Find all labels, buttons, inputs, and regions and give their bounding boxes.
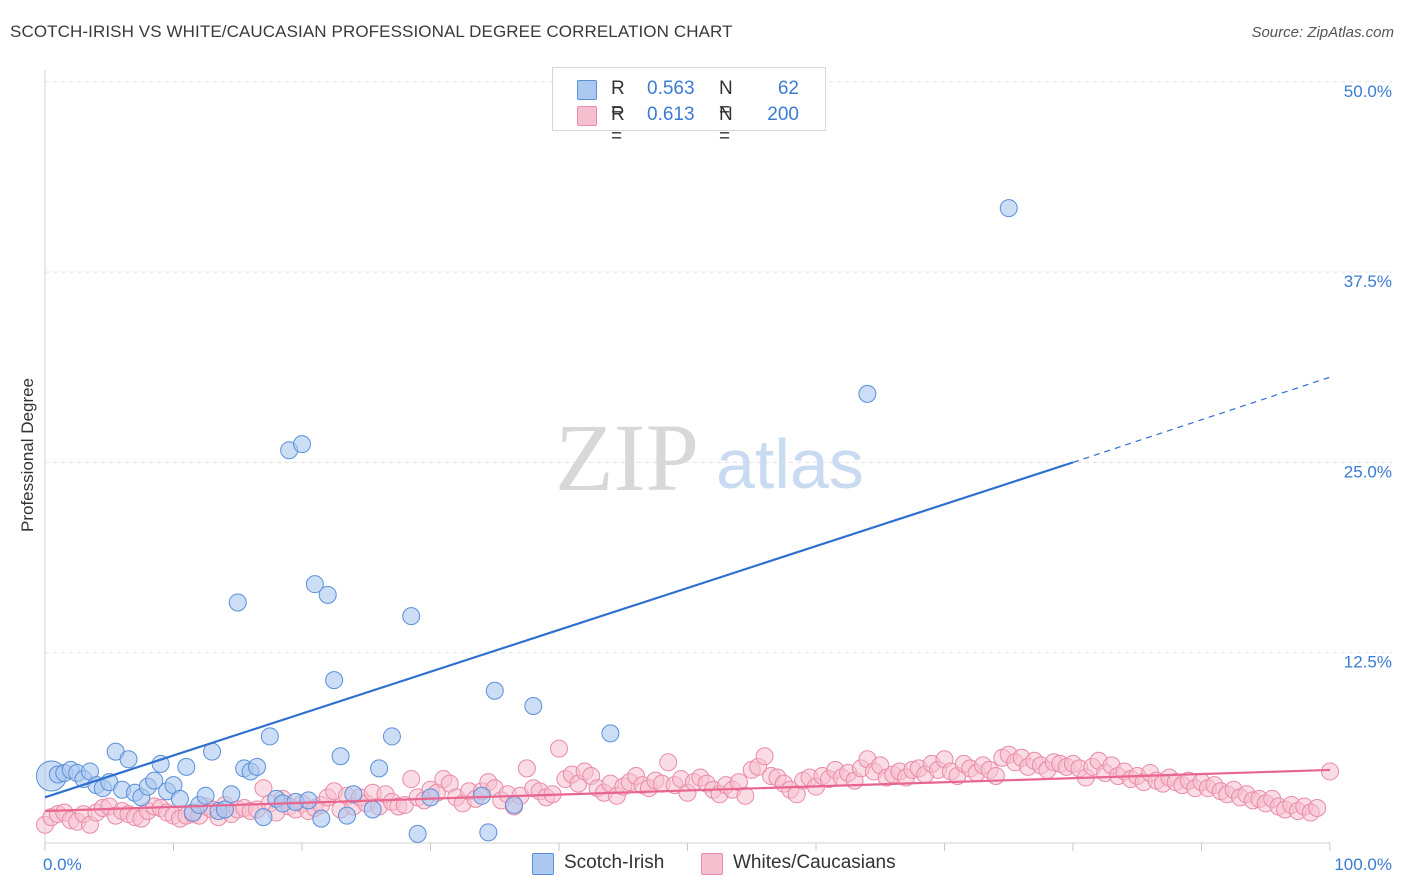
scotch-irish-point [601, 724, 620, 743]
scotch-irish-point [370, 759, 389, 778]
scotch-irish-point [331, 747, 350, 766]
whites-caucasians-point [1308, 798, 1327, 817]
scotch-irish-point [337, 806, 356, 825]
scotch-irish-point [145, 771, 164, 790]
y-tick-label: 37.5% [1344, 272, 1392, 291]
scotch-irish-point [344, 785, 363, 804]
scotch-irish-point [222, 785, 241, 804]
scotch-irish-point [325, 671, 344, 690]
x-tick-label: 100.0% [1334, 855, 1392, 874]
x-tick-label: 0.0% [43, 855, 82, 874]
source-label: Source: ZipAtlas.com [1251, 24, 1394, 41]
scotch-irish-point [170, 789, 189, 808]
scotch-irish-point [505, 795, 524, 814]
y-tick-label: 12.5% [1344, 653, 1392, 672]
axes [44, 70, 1331, 851]
scotch-irish-point [293, 435, 311, 454]
watermark-atlas: atlas [716, 425, 864, 503]
scotch-irish-point [479, 823, 498, 842]
bottom-legend-label: Scotch-Irish [564, 852, 665, 873]
scotch-irish-point [402, 607, 421, 626]
legend-r-value: 0.563 [647, 78, 695, 99]
legend-n-value: 62 [777, 78, 799, 99]
y-tick-label: 25.0% [1344, 462, 1392, 481]
scotch-irish-point [248, 757, 267, 776]
whites-caucasians-point [755, 747, 774, 766]
scotch-irish-point [382, 727, 401, 746]
scotch-irish-point [196, 786, 215, 805]
y-tick-label: 50.0% [1344, 82, 1392, 101]
chart-title: SCOTCH-IRISH VS WHITE/CAUCASIAN PROFESSI… [10, 22, 733, 41]
legend-n-value: 200 [767, 104, 799, 125]
legend-n-label: N = [719, 104, 733, 147]
scotch-irish-point [151, 754, 170, 773]
tick-labels: 12.5% 25.0% 37.5% 50.0% 0.0% 100.0% [43, 82, 1392, 874]
whites-caucasians-point [402, 770, 421, 789]
legend-swatch-pink [577, 106, 597, 126]
scotch-irish-point [260, 727, 279, 746]
scotch-irish-point [999, 199, 1018, 218]
trend-lines [44, 376, 1331, 813]
scotch-irish-points [35, 199, 1018, 843]
scotch-irish-trend-line [44, 461, 1074, 799]
bottom-legend-swatch-pink [701, 853, 723, 875]
legend-r-value: 0.613 [647, 104, 695, 125]
legend-n-label: N = [719, 78, 733, 121]
scotch-irish-point [485, 681, 504, 700]
correlation-legend: R = 0.563 N = 62 R = 0.613 N = 200 [552, 67, 826, 147]
watermark-zip: ZIP [555, 404, 699, 511]
bottom-legend-swatch-blue [532, 853, 554, 875]
scotch-irish-point [119, 750, 138, 769]
scotch-irish-point [408, 824, 427, 843]
scotch-irish-point [299, 791, 318, 810]
scotch-irish-point [177, 757, 196, 776]
scotch-irish-point [228, 593, 247, 612]
whites-caucasians-point [254, 779, 273, 798]
scotch-irish-point [312, 809, 331, 828]
whites-caucasians-point [659, 753, 678, 772]
scotch-irish-point [524, 696, 543, 715]
whites-caucasians-point [986, 767, 1005, 786]
scotch-irish-trend-extension [1072, 376, 1331, 463]
scotch-irish-point [363, 800, 382, 819]
scotch-irish-point [254, 808, 273, 827]
scotch-irish-point [421, 788, 440, 807]
whites-caucasians-point [1321, 762, 1339, 781]
grid-lines [45, 81, 1392, 654]
legend-r-label: R = [611, 78, 625, 121]
whites-caucasians-point [517, 759, 536, 778]
bottom-legend-label: Whites/Caucasians [733, 852, 896, 873]
whites-caucasians-point [736, 786, 755, 805]
scotch-irish-point [858, 384, 877, 403]
legend-r-label: R = [611, 104, 625, 147]
scotch-irish-point [215, 800, 234, 819]
scotch-irish-point [305, 575, 324, 594]
whites-caucasians-point [550, 739, 568, 758]
whites-caucasians-trend-line [44, 768, 1331, 813]
scotch-irish-point [318, 585, 337, 604]
legend-swatch-blue [577, 80, 597, 100]
